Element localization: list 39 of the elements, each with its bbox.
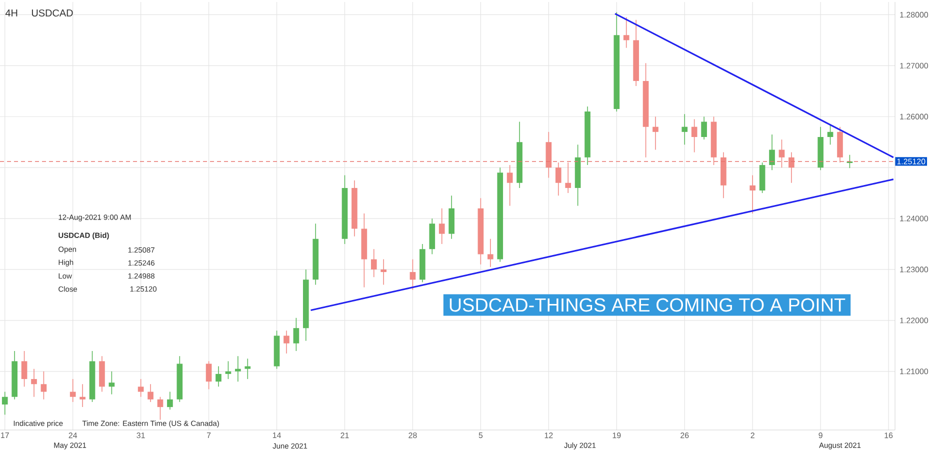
candlestick [31,368,37,398]
candlestick [691,118,698,153]
candlestick [70,378,76,402]
candlestick [565,162,572,194]
candlestick [370,248,377,278]
text: USDCAD [32,9,73,17]
candlestick [827,124,834,146]
text: 4H [5,10,18,16]
candlestick [206,360,212,390]
candlestick [157,396,164,420]
candlestick [80,384,86,408]
candlestick [438,208,445,244]
candlestick [701,116,707,140]
candlestick [623,16,630,48]
candlestick [244,358,251,380]
candlestick [284,330,290,354]
candlestick [138,378,144,398]
candlestick [555,162,562,196]
annotation: USDCAD-THINGS ARE COMING TO A POINT [450,298,846,312]
candlestick [788,152,794,184]
candlestick [293,317,300,352]
candlestick [487,238,494,268]
candlestick [750,174,756,214]
candlestick [769,134,775,171]
candlestick [167,391,173,410]
candlestick [380,258,386,286]
candlestick [778,139,785,168]
candlestick [225,360,232,380]
candlestick [506,164,513,206]
candlestick [40,370,47,400]
candlestick [410,258,416,290]
candlestick [682,114,688,146]
candlestick [21,350,28,388]
candlestick [235,356,241,382]
candlestick [652,116,658,150]
candlestick [216,366,222,388]
candlestick [2,391,8,416]
candlestick [148,384,154,402]
candlestick [108,370,115,395]
